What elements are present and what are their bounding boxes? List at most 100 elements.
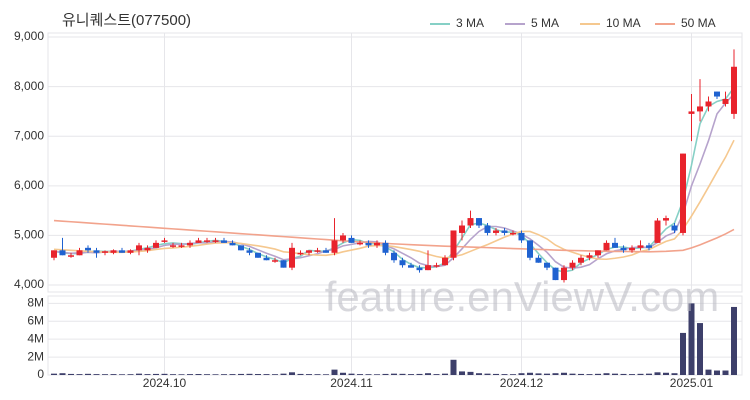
- candle-body: [671, 225, 678, 231]
- ma-line: [53, 219, 735, 253]
- volume-bar: [671, 373, 678, 375]
- volume-bar: [195, 374, 202, 375]
- candle-body: [450, 230, 457, 258]
- volume-bar: [722, 370, 729, 375]
- volume-bar: [467, 371, 474, 375]
- volume-bar: [314, 374, 321, 375]
- candle-body: [518, 232, 525, 241]
- volume-bar: [263, 374, 270, 375]
- volume-bar: [518, 373, 525, 375]
- candle-body: [348, 237, 355, 243]
- volume-bar: [476, 373, 482, 375]
- volume-bar: [272, 374, 278, 375]
- volume-bar: [442, 373, 448, 375]
- chart-title: 유니퀘스트(077500): [62, 12, 191, 29]
- volume-bar: [714, 370, 720, 375]
- volume-bar: [612, 373, 618, 375]
- candle-body: [408, 265, 414, 268]
- candle-body: [586, 255, 593, 258]
- y-tick-label: 2M: [27, 349, 44, 363]
- candle-body: [127, 250, 134, 253]
- candle-body: [612, 242, 618, 248]
- candle-body: [85, 247, 91, 251]
- volume-bar: [646, 373, 652, 375]
- candle-body: [306, 250, 312, 253]
- legend-label: 3 MA: [456, 16, 484, 30]
- candle-body: [510, 232, 516, 235]
- x-tick-label: 2025.01: [670, 376, 714, 390]
- volume-bar: [680, 332, 686, 375]
- candle-body: [705, 101, 712, 107]
- volume-bar: [85, 373, 91, 375]
- volume-bar: [170, 374, 176, 375]
- volume-bar: [51, 373, 57, 375]
- candle-body: [323, 250, 329, 253]
- volume-bar: [238, 373, 244, 375]
- candle-body: [272, 260, 278, 262]
- candle-body: [646, 245, 652, 248]
- volume-bar: [544, 373, 550, 375]
- candle-body: [76, 250, 83, 256]
- volume-bar: [59, 373, 66, 375]
- candle-body: [314, 250, 321, 252]
- volume-bar: [306, 374, 312, 375]
- volume-bar: [374, 374, 380, 375]
- volume-bar: [450, 359, 457, 375]
- candle-body: [629, 247, 635, 251]
- y-tick-label: 4M: [27, 331, 44, 345]
- volume-bar: [382, 373, 389, 375]
- volume-bar: [586, 374, 593, 375]
- candle-body: [391, 252, 397, 261]
- volume-bar: [637, 373, 644, 375]
- candle-body: [331, 240, 338, 253]
- candle-body: [255, 252, 261, 258]
- candle-body: [476, 218, 482, 226]
- candle-body: [688, 111, 695, 114]
- volume-bar: [688, 303, 695, 375]
- x-tick-label: 2024.11: [330, 376, 373, 390]
- candle-body: [535, 257, 542, 263]
- candle-body: [119, 250, 125, 253]
- y-tick-label: 8M: [27, 296, 44, 310]
- candle-body: [578, 257, 584, 263]
- watermark: feature.enViewV.com: [325, 273, 720, 320]
- candle-body: [51, 250, 57, 258]
- legend-label: 10 MA: [606, 16, 641, 30]
- candle-body: [425, 265, 431, 271]
- candle-body: [93, 250, 100, 253]
- volume-bar: [459, 371, 465, 375]
- volume-bar: [603, 373, 610, 375]
- volume-bar: [153, 373, 159, 375]
- candle-body: [204, 240, 210, 242]
- y-tick-label: 0: [37, 367, 44, 381]
- candle-body: [136, 245, 142, 251]
- candle-body: [416, 267, 423, 271]
- candle-body: [663, 218, 669, 221]
- candle-body: [263, 257, 270, 261]
- candle-body: [187, 242, 193, 246]
- volume-bar: [340, 372, 346, 375]
- y-tick-label: 6,000: [14, 178, 44, 192]
- candle-body: [238, 245, 244, 251]
- ma-line: [53, 139, 735, 261]
- volume-bar: [569, 373, 576, 375]
- candle-body: [153, 242, 159, 248]
- volume-bar: [705, 369, 712, 375]
- volume-bar: [416, 373, 423, 375]
- candle-body: [722, 99, 729, 104]
- volume-bar: [221, 374, 227, 375]
- volume-bar: [93, 374, 100, 375]
- volume-bar: [552, 373, 559, 375]
- candle-body: [382, 242, 389, 253]
- volume-bar: [561, 372, 567, 375]
- candle-body: [637, 245, 644, 248]
- volume-bar: [408, 374, 414, 375]
- volume-bar: [323, 374, 329, 375]
- volume-bar: [654, 372, 661, 375]
- volume-bar: [501, 374, 508, 375]
- volume-bar: [697, 323, 703, 375]
- y-tick-label: 8,000: [14, 79, 44, 93]
- candle-body: [144, 247, 151, 251]
- volume-bar: [620, 373, 627, 375]
